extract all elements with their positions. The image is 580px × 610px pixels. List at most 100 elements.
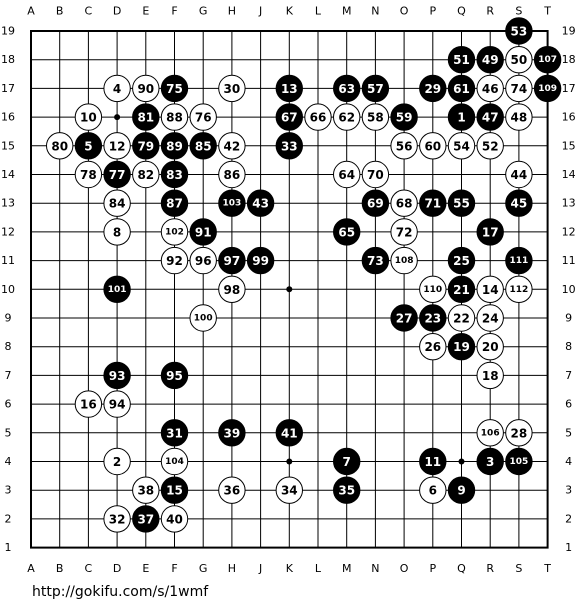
black-stone: 55: [447, 189, 476, 217]
white-stone: 88: [160, 103, 189, 131]
stone-disc: [419, 275, 447, 303]
move-number: 9: [457, 484, 465, 498]
column-label: M: [342, 562, 352, 575]
move-number: 69: [367, 197, 384, 211]
move-number: 28: [511, 426, 528, 440]
row-label: 4: [565, 455, 572, 468]
black-stone: 19: [447, 333, 476, 361]
move-number: 10: [80, 111, 97, 125]
stone-disc: [103, 218, 131, 246]
move-number: 17: [482, 225, 499, 239]
stone-disc: [160, 419, 189, 447]
white-stone: 50: [505, 46, 533, 74]
stone-disc: [275, 132, 303, 160]
stone-disc: [160, 476, 189, 504]
move-number: 2: [113, 455, 121, 469]
black-stone: 23: [419, 304, 447, 332]
stone-disc: [132, 132, 160, 160]
stone-disc: [447, 304, 476, 332]
white-stone: 18: [476, 361, 504, 390]
move-number: 78: [80, 168, 97, 182]
stone-disc: [246, 246, 275, 275]
white-stone: 90: [132, 74, 160, 103]
white-stone: 38: [132, 476, 160, 504]
stone-disc: [333, 103, 361, 131]
black-stone: 87: [160, 189, 189, 217]
move-number: 67: [281, 111, 298, 125]
move-number: 76: [195, 111, 212, 125]
stone-disc: [74, 160, 103, 189]
column-label: J: [258, 562, 262, 575]
row-label: 3: [5, 484, 12, 497]
black-stone: 15: [160, 476, 189, 504]
move-number: 21: [453, 283, 470, 297]
white-stone: 34: [275, 476, 303, 504]
white-stone: 66: [304, 103, 332, 131]
stone-disc: [476, 275, 504, 303]
stone-disc: [160, 160, 189, 189]
move-number: 99: [252, 254, 269, 268]
stone-disc: [132, 74, 160, 103]
move-number: 90: [137, 82, 154, 96]
stone-disc: [189, 103, 217, 131]
star-points: [114, 114, 465, 465]
move-number: 56: [396, 139, 413, 153]
stone-disc: [447, 333, 476, 361]
stone-disc: [218, 132, 246, 160]
black-stone: 21: [447, 275, 476, 303]
move-number: 92: [166, 254, 183, 268]
stone-disc: [103, 189, 131, 217]
stone-disc: [361, 103, 390, 131]
stone-disc: [218, 419, 246, 447]
stone-disc: [103, 361, 131, 390]
column-label: K: [286, 5, 294, 18]
row-label: 11: [1, 254, 15, 267]
column-label: M: [342, 5, 352, 18]
move-number: 96: [195, 254, 212, 268]
move-number: 23: [424, 312, 441, 326]
move-number: 105: [510, 457, 529, 467]
stone-disc: [103, 275, 131, 303]
source-url[interactable]: http://gokifu.com/s/1wmf: [32, 584, 209, 600]
stone-disc: [476, 304, 504, 332]
row-label: 2: [565, 512, 572, 525]
stone-disc: [246, 189, 275, 217]
row-label: 5: [565, 426, 572, 439]
white-stone: 94: [103, 390, 131, 418]
stone-disc: [476, 419, 504, 447]
black-stone: 95: [160, 361, 189, 390]
row-label: 17: [562, 82, 576, 95]
row-label: 3: [565, 484, 572, 497]
white-stone: 54: [447, 132, 476, 160]
white-stone: 74: [505, 74, 533, 103]
stone-disc: [218, 189, 246, 217]
move-number: 7: [343, 455, 351, 469]
white-stone: 84: [103, 189, 131, 217]
black-stone: 109: [533, 74, 562, 103]
white-stone: 92: [160, 246, 189, 275]
move-number: 85: [195, 139, 212, 153]
stone-disc: [447, 74, 476, 103]
row-label: 19: [562, 25, 576, 38]
black-stone: 37: [132, 505, 160, 533]
black-stone: 77: [103, 160, 131, 189]
white-stone: 96: [189, 246, 217, 275]
row-label: 15: [1, 139, 15, 152]
move-number: 14: [482, 283, 499, 297]
stone-disc: [476, 218, 504, 246]
move-number: 18: [482, 369, 499, 383]
black-stone: 81: [132, 103, 160, 131]
white-stone: 72: [390, 218, 418, 246]
move-number: 59: [396, 111, 413, 125]
move-number: 80: [51, 139, 68, 153]
stone-disc: [419, 189, 447, 217]
white-stone: 58: [361, 103, 390, 131]
column-label: E: [142, 562, 149, 575]
row-label: 4: [5, 455, 12, 468]
stone-disc: [333, 476, 361, 504]
row-label: 7: [565, 369, 572, 382]
row-label: 6: [565, 398, 572, 411]
black-stone: 3: [476, 447, 504, 476]
stone-disc: [505, 189, 533, 217]
white-stone: 12: [103, 132, 131, 160]
